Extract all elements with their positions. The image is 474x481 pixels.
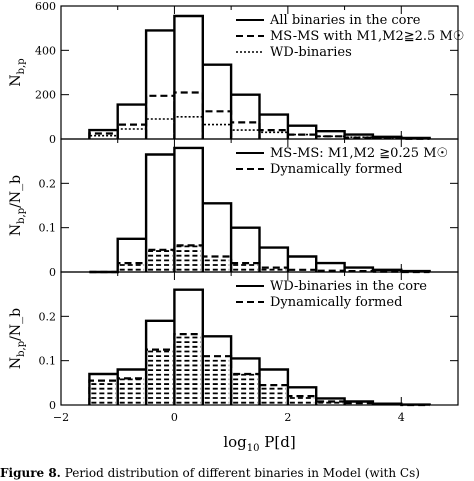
caption-label: Figure 8. — [0, 466, 61, 480]
legend-label: WD-binaries in the core — [270, 279, 427, 294]
panel-1: 0 200 400 600 All binaries in the coreMS-MS … — [8, 0, 464, 146]
legend-label: MS-MS with M1,M2≧2.5 M☉ — [270, 29, 464, 44]
y-tick-label: 400 — [35, 44, 56, 57]
hatch-1 — [91, 336, 343, 404]
x-axis-label: log10 P[d] — [223, 433, 295, 454]
panel-2: 0 0.1 0.2 MS-MS: M1,M2 ≧0.25 M☉Dynamically … — [8, 138, 459, 279]
y-tick-label: 0.1 — [39, 222, 57, 235]
legend-label: WD-binaries — [270, 45, 352, 60]
y-tick-label: 0.1 — [39, 355, 57, 368]
y-tick-label: 200 — [35, 89, 56, 102]
legend-label: All binaries in the core — [269, 13, 421, 28]
y-tick-label: 0 — [49, 133, 56, 146]
series-2-bars — [88, 333, 430, 407]
legend-label: MS-MS: M1,M2 ≧0.25 M☉ — [270, 146, 448, 161]
y-tick-label: 0 — [49, 399, 56, 412]
figure-caption: Figure 8. Period distribution of differe… — [0, 466, 474, 481]
y-tick-label: 0.2 — [39, 177, 57, 190]
x-tick-label: 2 — [284, 411, 291, 424]
caption-text: Period distribution of different binarie… — [64, 466, 420, 480]
y-axis-label: Nb,p — [8, 58, 27, 86]
legend: MS-MS: M1,M2 ≧0.25 M☉Dynamically formed — [236, 146, 448, 177]
y-axis-label: Nb,p/N_b — [8, 308, 27, 369]
x-tick-label: 0 — [171, 411, 178, 424]
x-tick-label: −2 — [53, 411, 69, 424]
y-tick-label: 0 — [49, 266, 56, 279]
x-tick-label: 4 — [398, 411, 405, 424]
y-tick-label: 600 — [35, 0, 56, 13]
panel-3: 0 0.1 0.2 WD-binaries in the coreDynamicall… — [8, 271, 459, 412]
hatch-1 — [119, 245, 286, 271]
legend-label: Dynamically formed — [270, 295, 402, 310]
legend-label: Dynamically formed — [270, 162, 402, 177]
y-axis-label: Nb,p/N_b — [8, 175, 27, 236]
y-tick-label: 0.2 — [39, 310, 57, 323]
